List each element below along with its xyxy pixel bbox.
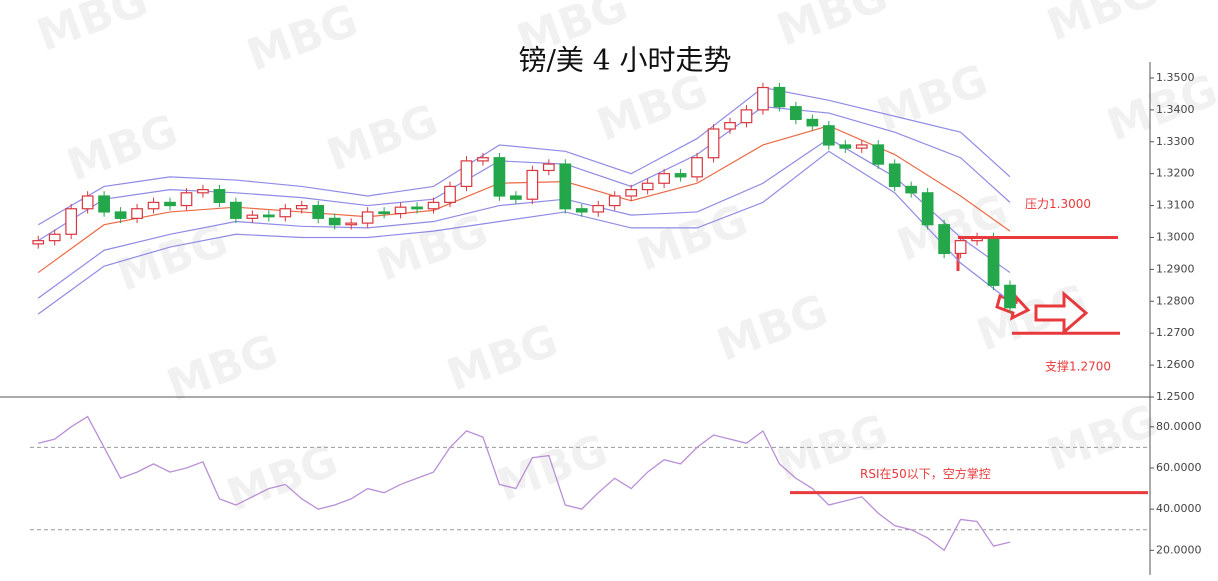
chart-title: 镑/美 4 小时走势 (518, 44, 731, 77)
candle-body (542, 163, 555, 172)
y-tick-label: 1.2700 (1156, 326, 1195, 339)
candle-body (806, 118, 819, 127)
candle-body (444, 185, 456, 203)
candle-body (608, 195, 621, 207)
candle-body (81, 195, 94, 210)
annotation: 支撑1.2700 (1045, 359, 1111, 374)
candle-body (724, 122, 736, 130)
candle-body (888, 163, 901, 188)
candle-body (427, 201, 440, 210)
y-tick-label: 1.3300 (1156, 135, 1195, 148)
candle-body (526, 169, 539, 200)
candle-body (246, 214, 259, 219)
candle-body (197, 189, 209, 194)
candle-body (641, 182, 654, 191)
candle-body (230, 201, 242, 219)
candle-body (477, 157, 489, 162)
candle-body (658, 173, 670, 184)
candle-body (378, 211, 390, 215)
candle-body (312, 204, 325, 219)
candle-body (575, 208, 588, 213)
candle-body (691, 157, 703, 178)
y-tick-label: 1.2800 (1156, 294, 1195, 307)
candle-body (938, 224, 950, 255)
band-line (37, 86, 1011, 226)
candle-body (510, 195, 522, 200)
candle-body (493, 157, 506, 197)
candle-body (707, 128, 720, 159)
candle-body (98, 195, 110, 213)
candle-body (328, 217, 341, 226)
candle-body (625, 189, 638, 197)
candle-body (345, 222, 358, 226)
annotation: RSI在50以下，空方掌控 (860, 466, 991, 481)
band-line (37, 150, 1011, 315)
candle-body (65, 208, 78, 235)
candle-body (32, 240, 45, 245)
y-tick-label: 1.2500 (1156, 390, 1195, 403)
candle-body (905, 185, 918, 194)
candle-body (213, 189, 226, 203)
candle-body (262, 214, 275, 218)
candle-body (872, 144, 885, 165)
y-tick-label: 80.0000 (1156, 420, 1202, 433)
candle-body (1004, 284, 1016, 309)
candle-body (740, 109, 753, 124)
candle-body (394, 206, 407, 215)
candle-body (757, 86, 769, 111)
candle-body (411, 206, 423, 210)
y-tick-label: 1.2600 (1156, 358, 1195, 371)
candle-body (48, 233, 61, 242)
candle-body (839, 144, 852, 149)
annotation: 压力1.3000 (1025, 197, 1091, 211)
y-tick-label: 1.3100 (1156, 199, 1195, 212)
candle-body (295, 204, 308, 210)
y-tick-label: 1.3400 (1156, 103, 1195, 116)
arrow (1034, 290, 1089, 336)
candle-body (921, 192, 934, 226)
candle-body (131, 208, 143, 219)
candle-body (855, 144, 868, 149)
candle-body (592, 204, 605, 213)
y-tick-label: 1.3500 (1156, 71, 1195, 84)
y-tick-label: 1.2900 (1156, 262, 1195, 275)
candle-body (147, 201, 160, 210)
candle-body (954, 240, 967, 255)
candle-body (773, 86, 786, 108)
y-tick-label: 1.3200 (1156, 167, 1195, 180)
candle-body (164, 201, 176, 207)
candle-body (460, 160, 473, 188)
candle-body (790, 106, 802, 121)
y-tick-label: 60.0000 (1156, 461, 1202, 474)
rsi-line (38, 415, 1011, 552)
y-tick-label: 40.0000 (1156, 502, 1202, 515)
candle-body (674, 173, 687, 178)
candle-body (114, 211, 127, 219)
y-tick-label: 1.3000 (1156, 230, 1195, 243)
candle-body (279, 208, 292, 218)
candle-body (361, 211, 374, 224)
candle-body (180, 192, 193, 207)
y-tick-label: 20.0000 (1156, 543, 1202, 556)
candle-body (822, 125, 835, 146)
candle-body (987, 236, 1000, 286)
candle-body (559, 163, 572, 210)
